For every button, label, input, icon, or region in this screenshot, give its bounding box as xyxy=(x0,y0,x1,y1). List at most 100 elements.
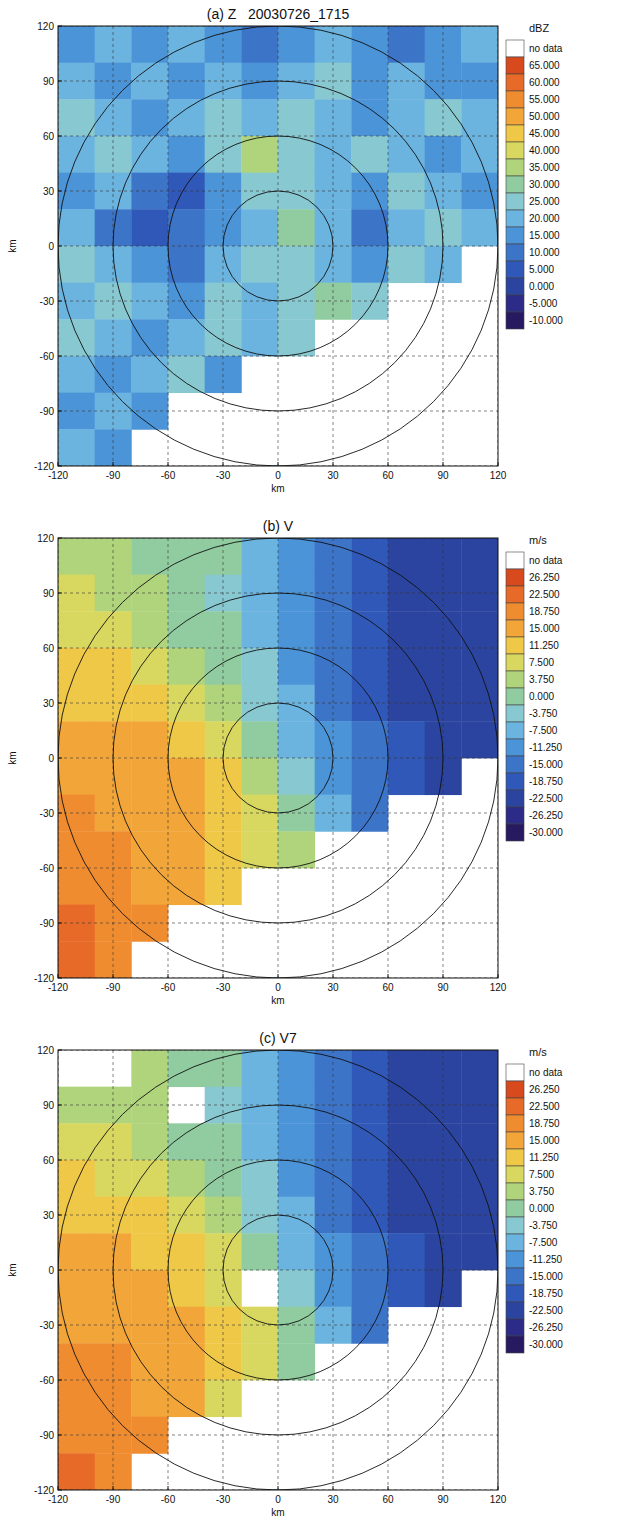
tick xyxy=(58,974,59,978)
cell xyxy=(351,1050,388,1087)
cell xyxy=(168,538,205,575)
colorbar-box xyxy=(506,603,524,620)
cell xyxy=(388,538,425,575)
cell xyxy=(58,721,95,758)
cell xyxy=(241,648,278,685)
colorbar-tick-label: 50.000 xyxy=(529,111,560,122)
y-tick-label: -60 xyxy=(40,351,55,362)
colorbar-box xyxy=(506,244,524,261)
tick xyxy=(498,1486,499,1490)
cell xyxy=(131,1343,168,1380)
y-tick-label: 60 xyxy=(43,131,55,142)
tick xyxy=(58,1380,62,1381)
colorbar-box xyxy=(506,756,524,773)
cell xyxy=(351,1270,388,1307)
plot-frame xyxy=(58,26,498,466)
cell xyxy=(241,99,278,136)
colorbar-tick-label: 0.000 xyxy=(529,281,554,292)
cell xyxy=(58,648,95,685)
tick xyxy=(278,462,279,466)
x-tick-label: -90 xyxy=(106,1494,121,1505)
cell xyxy=(388,209,425,246)
x-axis-title: km xyxy=(271,1507,284,1518)
y-tick-label: 90 xyxy=(43,1100,55,1111)
y-tick-label: 30 xyxy=(43,1210,55,1221)
colorbar-tick-label: 5.000 xyxy=(529,264,554,275)
range-ring xyxy=(113,1105,443,1435)
x-tick-label: -120 xyxy=(48,982,68,993)
cell xyxy=(58,538,95,575)
x-tick-label: 0 xyxy=(275,1494,281,1505)
colorbar-box xyxy=(506,637,524,654)
colorbar-box xyxy=(506,210,524,227)
colorbar-tick-label: 26.250 xyxy=(529,572,560,583)
cell xyxy=(388,246,425,283)
colorbar-tick-label: -7.500 xyxy=(529,725,558,736)
cell xyxy=(131,721,168,758)
y-tick-label: -30 xyxy=(40,1320,55,1331)
y-tick-label: 0 xyxy=(48,753,54,764)
cell xyxy=(131,246,168,283)
colorbar-box xyxy=(506,159,524,176)
tick xyxy=(223,1486,224,1490)
cell xyxy=(278,1050,315,1087)
x-tick-label: 0 xyxy=(275,470,281,481)
colorbar-tick-label: 3.750 xyxy=(529,674,554,685)
tick xyxy=(58,593,62,594)
cell xyxy=(58,209,95,246)
colorbar-tick-label: 7.500 xyxy=(529,1169,554,1180)
y-tick-label: 0 xyxy=(48,1265,54,1276)
tick xyxy=(443,1486,444,1490)
cell xyxy=(131,26,168,63)
colorbar-label: m/s xyxy=(529,1046,547,1058)
cell xyxy=(241,1160,278,1197)
cell xyxy=(278,758,315,795)
colorbar-tick-label: 18.750 xyxy=(529,606,560,617)
x-tick-label: 90 xyxy=(437,982,449,993)
cell xyxy=(241,1050,278,1087)
tick xyxy=(58,703,62,704)
range-ring xyxy=(223,191,333,301)
cell xyxy=(241,1233,278,1270)
cell xyxy=(388,1160,425,1197)
tick xyxy=(58,411,62,412)
cell xyxy=(461,209,498,246)
cell xyxy=(131,831,168,868)
colorbar-tick-label: -18.750 xyxy=(529,1288,563,1299)
colorbar-tick-label: 65.000 xyxy=(529,60,560,71)
panel: (a) Z 20030726_1715-120-90-60-3003060901… xyxy=(7,6,563,494)
x-tick-label: -120 xyxy=(48,470,68,481)
colorbar-box xyxy=(506,1166,524,1183)
cell xyxy=(461,648,498,685)
cell xyxy=(131,99,168,136)
cell xyxy=(131,356,168,393)
colorbar-tick-label: 20.000 xyxy=(529,213,560,224)
cell xyxy=(58,246,95,283)
colorbar-tick-label: -15.000 xyxy=(529,759,563,770)
x-tick-label: -60 xyxy=(161,982,176,993)
tick xyxy=(58,466,62,467)
grid-line xyxy=(278,538,279,978)
tick xyxy=(58,462,59,466)
tick xyxy=(58,868,62,869)
colorbar-box xyxy=(506,295,524,312)
tick xyxy=(58,648,62,649)
cell xyxy=(388,611,425,648)
cell xyxy=(58,831,95,868)
y-tick-label: -120 xyxy=(34,973,54,984)
colorbar-box xyxy=(506,1115,524,1132)
colorbar-tick-label: 35.000 xyxy=(529,162,560,173)
cell xyxy=(278,795,315,832)
x-tick-label: -30 xyxy=(216,982,231,993)
cell xyxy=(315,246,352,283)
tick xyxy=(168,974,169,978)
colorbar-label: m/s xyxy=(529,534,547,546)
tick xyxy=(168,1486,169,1490)
colorbar-box xyxy=(506,1183,524,1200)
panel: (c) V7-120-90-60-300306090120-120-90-60-… xyxy=(7,1030,563,1518)
colorbar-tick-label: -10.000 xyxy=(529,315,563,326)
y-axis-title: km xyxy=(7,751,18,764)
cell xyxy=(388,1123,425,1160)
colorbar-tick-label: -26.250 xyxy=(529,1322,563,1333)
x-tick-label: -60 xyxy=(161,1494,176,1505)
